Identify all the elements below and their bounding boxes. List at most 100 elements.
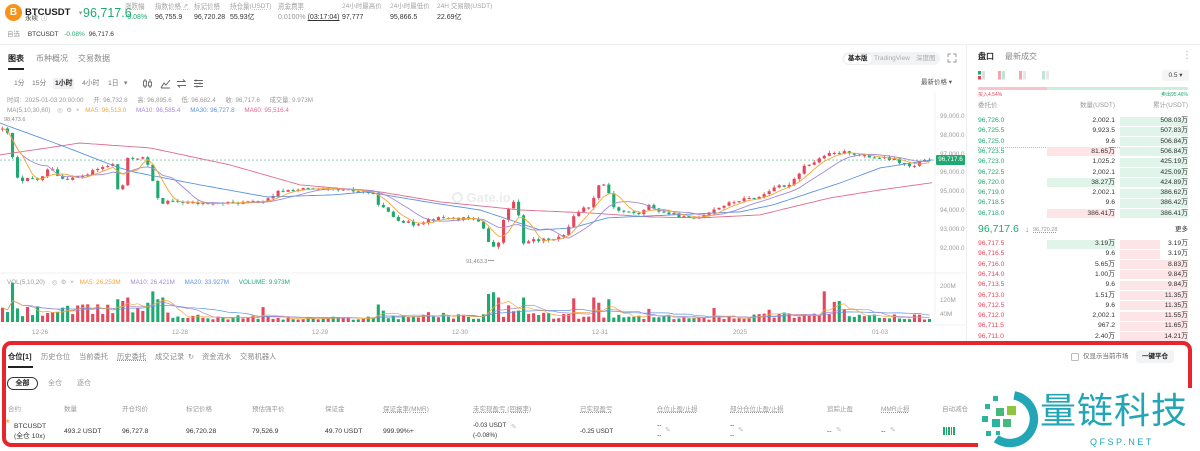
edit-mmr-sl-icon[interactable]: ✎ xyxy=(890,427,896,434)
view-depth[interactable]: 深度图 xyxy=(916,55,936,62)
layout-asks-icon[interactable] xyxy=(1019,71,1028,80)
interval-15m[interactable]: 15分 xyxy=(32,80,47,87)
adl-bar xyxy=(943,427,945,435)
gear-icon[interactable]: ⚙ xyxy=(66,107,73,114)
candlestick-chart[interactable] xyxy=(0,0,966,341)
col-price: 委托价 xyxy=(978,102,998,109)
tab-trading-data[interactable]: 交易数据 xyxy=(78,54,110,63)
fullscreen-icon[interactable] xyxy=(947,53,957,63)
bid-row[interactable]: 96,713.0 1.51万 11.35万 xyxy=(970,291,1200,301)
orderbook-price: 96,726.0 xyxy=(978,117,1005,124)
stat-value: -0.08% xyxy=(125,14,148,21)
interval-1m[interactable]: 1分 xyxy=(14,80,25,87)
ask-row[interactable]: 96,720.0 38.27万 424.89万 xyxy=(970,178,1200,188)
eye-icon[interactable]: ◎ xyxy=(57,107,63,114)
ask-row[interactable]: 96,726.0 2,002.1 508.03万 xyxy=(970,116,1200,126)
stat-index-price[interactable]: 指数价格 ↗ 96,755.9 xyxy=(155,3,188,22)
symbol-selector[interactable]: BTCUSDT ▾ xyxy=(25,2,82,20)
bid-row[interactable]: 96,711.0 2.40万 14.21万 xyxy=(970,332,1200,341)
edit-trailing-icon[interactable]: ✎ xyxy=(836,427,842,434)
view-basic[interactable]: 基本版 xyxy=(844,53,872,64)
y-axis-label: 92,000.0 xyxy=(940,245,965,252)
ask-row[interactable]: 96,719.0 2,002.1 386.62万 xyxy=(970,188,1200,198)
position-contract[interactable]: BTCUSDT xyxy=(14,423,47,430)
tab-orderbook[interactable]: 盘口 xyxy=(978,52,994,61)
y-axis-label: 94,000.0 xyxy=(940,207,965,214)
cumulative-depth-bar xyxy=(1120,188,1188,198)
orderbook-amount: 9.6 xyxy=(1105,301,1115,309)
ask-row[interactable]: 96,725.0 9.6 506.84万 xyxy=(970,137,1200,147)
bid-row[interactable]: 96,716.0 5.65万 8.83万 xyxy=(970,260,1200,270)
interval-1h[interactable]: 1小时 xyxy=(53,78,75,89)
interval-more-chevron-icon[interactable]: ▾ xyxy=(124,80,128,87)
candle-type-icon[interactable] xyxy=(142,78,153,89)
precision-select[interactable]: 0.5 ▾ xyxy=(1162,70,1189,81)
more-link[interactable]: 更多 xyxy=(1175,226,1188,233)
tab-recent-trades[interactable]: 最新成交 xyxy=(1005,52,1037,61)
cumulative-depth-bar xyxy=(1120,260,1188,270)
bid-row[interactable]: 96,711.5 967.2 11.65万 xyxy=(970,321,1200,331)
watchlist-label[interactable]: 自选 xyxy=(7,31,20,38)
bid-row[interactable]: 96,716.5 9.6 3.19万 xyxy=(970,249,1200,259)
orderbook-price: 96,712.5 xyxy=(978,301,1005,309)
bid-row[interactable]: 96,713.5 9.6 9.84万 xyxy=(970,280,1200,290)
layout-both-icon[interactable] xyxy=(978,71,987,80)
close-all-button[interactable]: 一键平仓 xyxy=(1136,350,1174,363)
tab-trade-history[interactable]: 成交记录 xyxy=(155,352,185,361)
bid-row[interactable]: 96,714.0 1.00万 9.84万 xyxy=(970,270,1200,280)
interval-4h[interactable]: 4小时 xyxy=(82,80,100,87)
position-sl: -- xyxy=(657,432,662,439)
watchlist-symbol[interactable]: BTCUSDT xyxy=(27,31,59,38)
bid-row[interactable]: 96,717.5 3.19万 3.19万 xyxy=(970,239,1200,249)
filter-cross[interactable]: 全仓 xyxy=(48,380,62,387)
filter-isolated[interactable]: 逐仓 xyxy=(77,380,91,387)
ma60-line xyxy=(0,142,933,219)
cumulative-depth-bar xyxy=(1120,321,1188,331)
tab-order-history[interactable]: 历史委托 xyxy=(117,352,147,361)
buy-sell-ratio-bar xyxy=(978,87,1188,90)
view-tradingview[interactable]: TradingView xyxy=(874,55,910,62)
tab-fund-flow[interactable]: 资金流水 xyxy=(202,352,232,361)
only-current-market-label[interactable]: 仅显示当前市场 xyxy=(1083,353,1129,360)
interval-1d[interactable]: 1日 xyxy=(108,80,119,87)
chart-settings-icon[interactable] xyxy=(193,78,204,89)
tab-open-orders[interactable]: 当前委托 xyxy=(79,352,109,361)
stat-label: 涨跌幅 xyxy=(125,3,145,10)
ask-row[interactable]: 96,718.0 386.41万 386.41万 xyxy=(970,209,1200,219)
tab-trading-bots[interactable]: 交易机器人 xyxy=(240,352,277,361)
indicator-icon[interactable] xyxy=(160,78,171,89)
close-icon[interactable]: × xyxy=(70,279,74,286)
ask-row[interactable]: 96,718.5 9.6 386.42万 xyxy=(970,198,1200,208)
tab-position-history[interactable]: 历史仓位 xyxy=(41,352,71,361)
bid-row[interactable]: 96,712.0 2,002.1 11.55万 xyxy=(970,311,1200,321)
amount-depth-bar xyxy=(1047,178,1115,188)
tab-positions[interactable]: 仓位[1] xyxy=(8,352,32,361)
layout-trades-icon[interactable] xyxy=(1042,71,1051,80)
tab-coin-overview[interactable]: 币种概况 xyxy=(36,54,68,63)
favorite-star-icon[interactable]: ★ xyxy=(5,419,11,425)
price-type-select[interactable]: 最新价格 ▾ xyxy=(921,79,953,86)
compare-icon[interactable] xyxy=(176,78,187,89)
ask-row[interactable]: 96,722.5 2,002.1 425.09万 xyxy=(970,168,1200,178)
bid-row[interactable]: 96,712.5 9.6 11.35万 xyxy=(970,301,1200,311)
ask-row[interactable]: 96,723.5 81.65万 506.84万 xyxy=(970,147,1200,157)
share-icon[interactable]: ✎ xyxy=(511,424,517,431)
tab-chart[interactable]: 图表 xyxy=(8,54,24,63)
filter-all[interactable]: 全部 xyxy=(7,377,38,390)
info-icon[interactable]: ⓘ xyxy=(40,15,48,22)
eye-icon[interactable]: ◎ xyxy=(51,279,58,286)
orderbook-total: 386.62万 xyxy=(1160,189,1188,197)
gear-icon[interactable]: ⚙ xyxy=(60,279,67,286)
stat-price-change: 涨跌幅 -0.08% xyxy=(125,3,147,22)
refresh-icon[interactable]: ↻ xyxy=(188,352,195,361)
orderbook-amount: 967.2 xyxy=(1097,322,1115,330)
more-menu-icon[interactable]: ⋮ xyxy=(1182,50,1192,61)
edit-partial-tp-sl-icon[interactable]: ✎ xyxy=(738,427,744,434)
layout-bids-icon[interactable] xyxy=(998,71,1007,80)
close-icon[interactable]: × xyxy=(75,107,80,114)
vol-ma5-value: MA5: 26.253M xyxy=(79,279,121,286)
edit-tp-sl-icon[interactable]: ✎ xyxy=(665,427,671,434)
only-current-market-checkbox[interactable] xyxy=(1071,353,1079,361)
ask-row[interactable]: 96,723.0 1,025.2 425.19万 xyxy=(970,157,1200,167)
ask-row[interactable]: 96,725.5 9,923.5 507.83万 xyxy=(970,126,1200,136)
